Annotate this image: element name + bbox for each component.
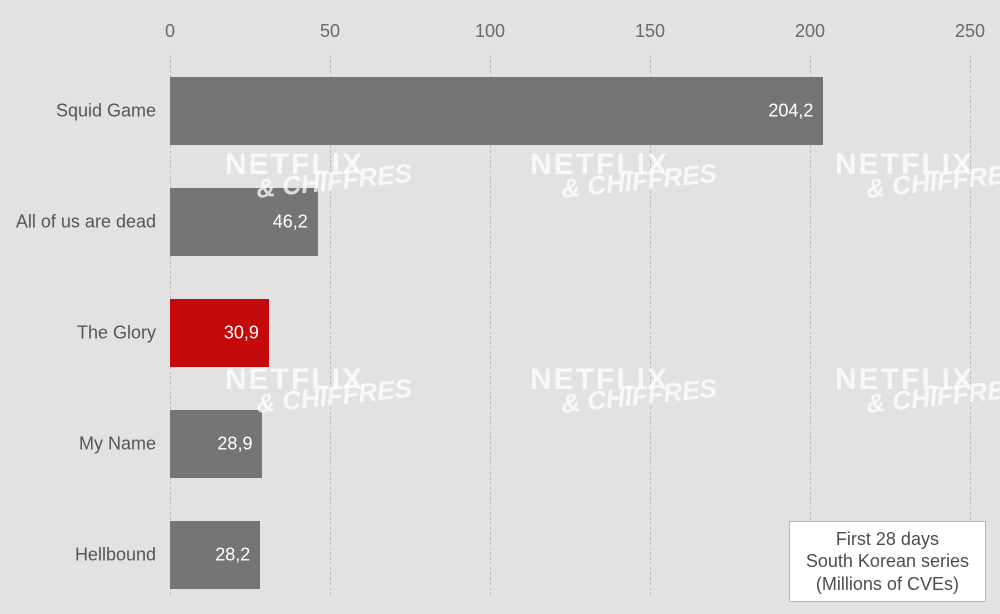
bar: 204,2 (170, 77, 823, 145)
bar: 28,2 (170, 521, 260, 589)
bar: 46,2 (170, 188, 318, 256)
x-tick-label: 200 (795, 21, 825, 42)
bar: 30,9 (170, 299, 269, 367)
category-label: The Glory (77, 323, 156, 344)
bar: 28,9 (170, 410, 262, 478)
category-label: All of us are dead (16, 212, 156, 233)
x-tick-label: 100 (475, 21, 505, 42)
bar-value: 28,9 (217, 434, 252, 455)
category-label: My Name (79, 434, 156, 455)
bar-value: 46,2 (273, 212, 308, 233)
chart-root: 050100150200250204,246,230,928,928,2NETF… (0, 0, 1000, 614)
caption-box: First 28 daysSouth Korean series(Million… (789, 521, 986, 603)
bar-value: 204,2 (768, 101, 813, 122)
bar-value: 28,2 (215, 545, 250, 566)
x-tick-label: 150 (635, 21, 665, 42)
category-label: Squid Game (56, 101, 156, 122)
caption-line: South Korean series (806, 550, 969, 573)
x-tick-label: 0 (165, 21, 175, 42)
grid-line (970, 55, 971, 595)
caption-line: (Millions of CVEs) (806, 573, 969, 596)
plot-area: 050100150200250204,246,230,928,928,2 (170, 55, 970, 595)
x-tick-label: 250 (955, 21, 985, 42)
category-label: Hellbound (75, 545, 156, 566)
bar-value: 30,9 (224, 323, 259, 344)
caption-line: First 28 days (806, 528, 969, 551)
x-tick-label: 50 (320, 21, 340, 42)
